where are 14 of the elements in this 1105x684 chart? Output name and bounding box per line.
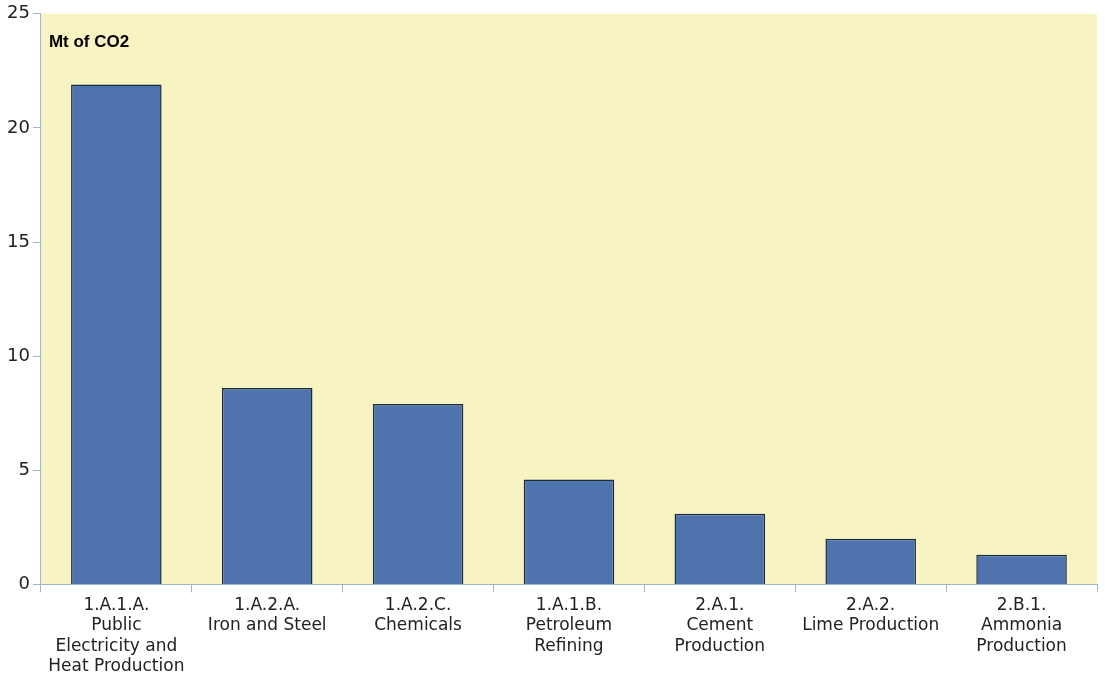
x-tick-label: 2.A.1. Cement Production: [674, 594, 766, 655]
x-tick-label: 1.A.2.A. Iron and Steel: [207, 594, 327, 635]
y-tick-label: 25: [7, 1, 30, 23]
y-tick-label: 0: [18, 572, 30, 594]
x-tick-label: 1.A.1.A. Public Electricity and Heat Production: [48, 594, 185, 676]
y-tick-label: 15: [7, 229, 30, 251]
y-tick-label: 10: [7, 343, 30, 365]
y-tick-label: 20: [7, 115, 30, 137]
x-tick-label: 1.A.1.B. Petroleum Refining: [525, 594, 613, 655]
x-tick-label: 2.B.1. Ammonia Production: [976, 594, 1067, 655]
x-tick-label: 2.A.2. Lime Production: [802, 594, 940, 635]
y-axis-title: Mt of CO2: [48, 31, 130, 51]
x-tick-label: 1.A.2.C. Chemicals: [374, 594, 463, 635]
y-tick-label: 5: [18, 457, 30, 479]
